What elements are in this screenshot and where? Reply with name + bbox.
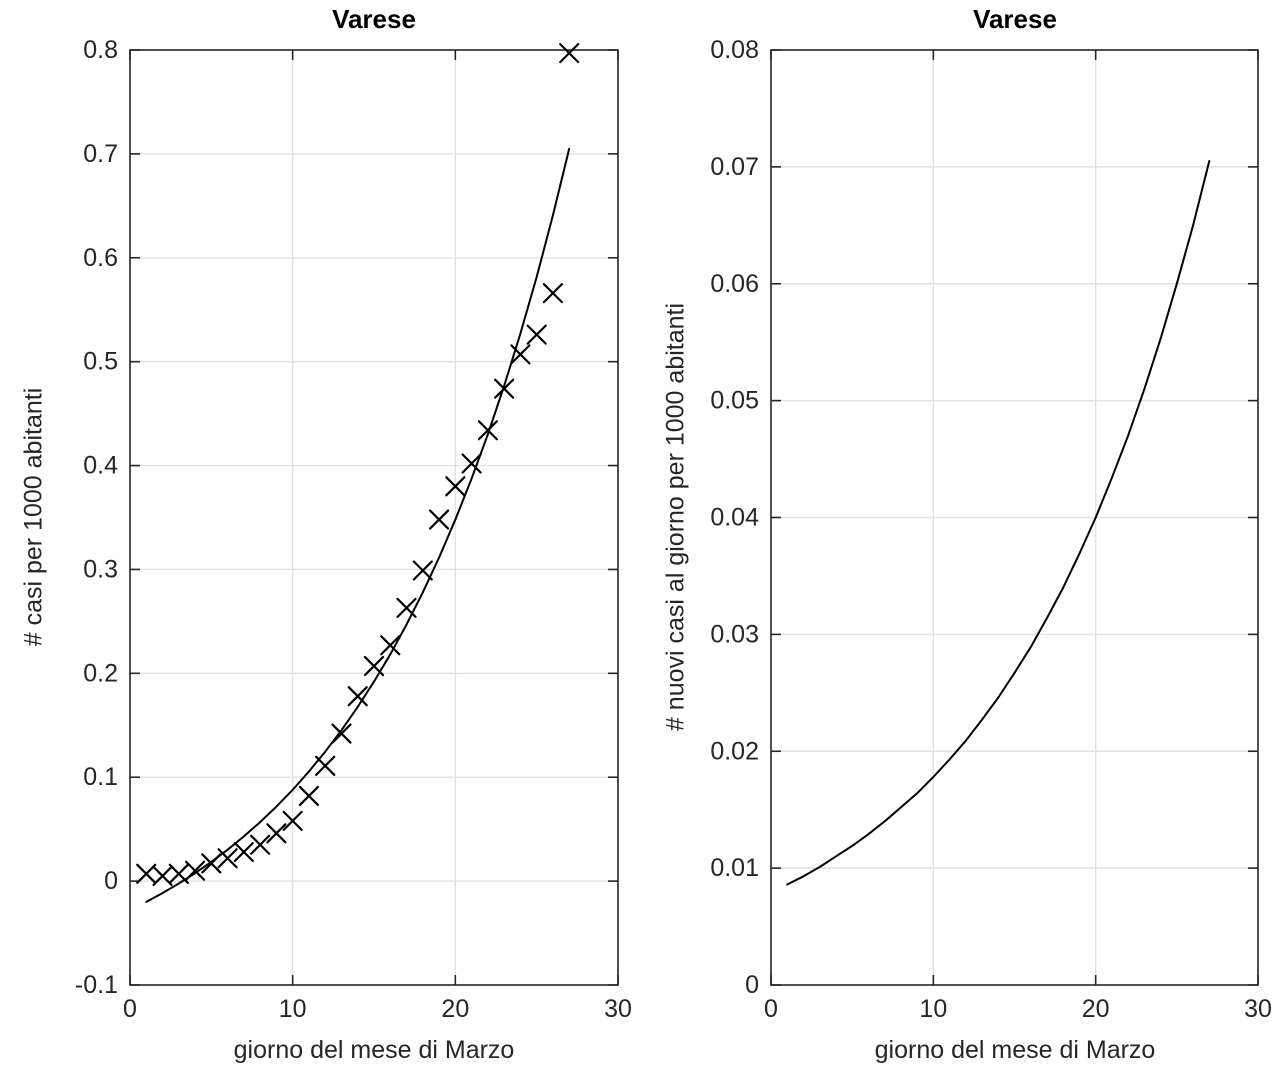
y-tick-label: 0.05: [710, 387, 759, 415]
y-tick-label: -0.1: [75, 971, 118, 999]
y-tick-label: 0.07: [710, 153, 759, 181]
x-marker: [477, 420, 498, 441]
y-tick-label: 0: [104, 867, 118, 895]
y-tick-label: 0.3: [83, 555, 118, 583]
y-tick-label: 0.2: [83, 659, 118, 687]
x-tick-label: 20: [1082, 995, 1110, 1023]
x-marker: [201, 853, 222, 874]
y-tick-label: 0.04: [710, 504, 759, 532]
x-marker: [168, 863, 189, 884]
x-marker: [282, 810, 303, 831]
x-tick-label: 30: [604, 995, 632, 1023]
x-marker: [152, 865, 173, 887]
y-tick-label: 0.6: [83, 244, 118, 272]
y-tick-label: 0.4: [83, 452, 118, 480]
y-tick-label: 0.02: [710, 737, 759, 765]
left-plot-ylabel: # casi per 1000 abitanti: [19, 387, 48, 647]
right-plot-title: Varese: [973, 4, 1057, 34]
x-marker: [363, 655, 385, 677]
x-tick-label: 30: [1244, 995, 1272, 1023]
x-marker: [315, 755, 336, 776]
x-marker: [412, 560, 433, 581]
x-tick-label: 10: [919, 995, 947, 1023]
x-marker: [396, 597, 417, 618]
x-marker: [298, 785, 320, 807]
y-tick-label: 0.01: [710, 854, 759, 882]
x-tick-label: 20: [441, 995, 469, 1023]
y-tick-label: 0.5: [83, 348, 118, 376]
x-tick-label: 10: [279, 995, 307, 1023]
y-tick-label: 0.08: [710, 36, 759, 64]
axes-box: [129, 49, 619, 986]
right-plot-ylabel: # nuovi casi al giorno per 1000 abitanti: [661, 302, 690, 732]
x-tick-label: 0: [764, 995, 778, 1023]
x-marker: [445, 476, 466, 497]
x-marker: [526, 324, 547, 345]
x-marker: [266, 823, 287, 844]
x-marker: [380, 635, 401, 656]
x-marker: [184, 860, 206, 881]
x-marker: [331, 723, 352, 744]
y-tick-label: 0.06: [710, 270, 759, 298]
y-tick-label: 0.1: [83, 763, 118, 791]
x-marker: [428, 509, 450, 530]
x-marker: [559, 43, 580, 64]
data-curve: [786, 160, 1211, 886]
x-marker: [136, 863, 157, 884]
left-plot-xlabel: giorno del mese di Marzo: [233, 1036, 515, 1064]
right-plot-xlabel: giorno del mese di Marzo: [874, 1036, 1156, 1064]
x-marker: [250, 834, 271, 855]
x-marker: [347, 686, 368, 707]
x-marker: [510, 344, 531, 365]
fit-curve: [145, 147, 571, 903]
left-plot-title: Varese: [332, 4, 416, 34]
y-tick-label: 0.03: [710, 620, 759, 648]
x-marker: [494, 378, 515, 399]
y-tick-label: 0.8: [83, 36, 118, 64]
x-marker: [233, 841, 254, 863]
x-marker: [542, 283, 564, 304]
x-tick-label: 0: [123, 995, 137, 1023]
y-tick-label: 0: [745, 971, 759, 999]
x-marker: [217, 848, 238, 869]
y-tick-label: 0.7: [83, 140, 118, 168]
x-marker: [461, 453, 482, 474]
